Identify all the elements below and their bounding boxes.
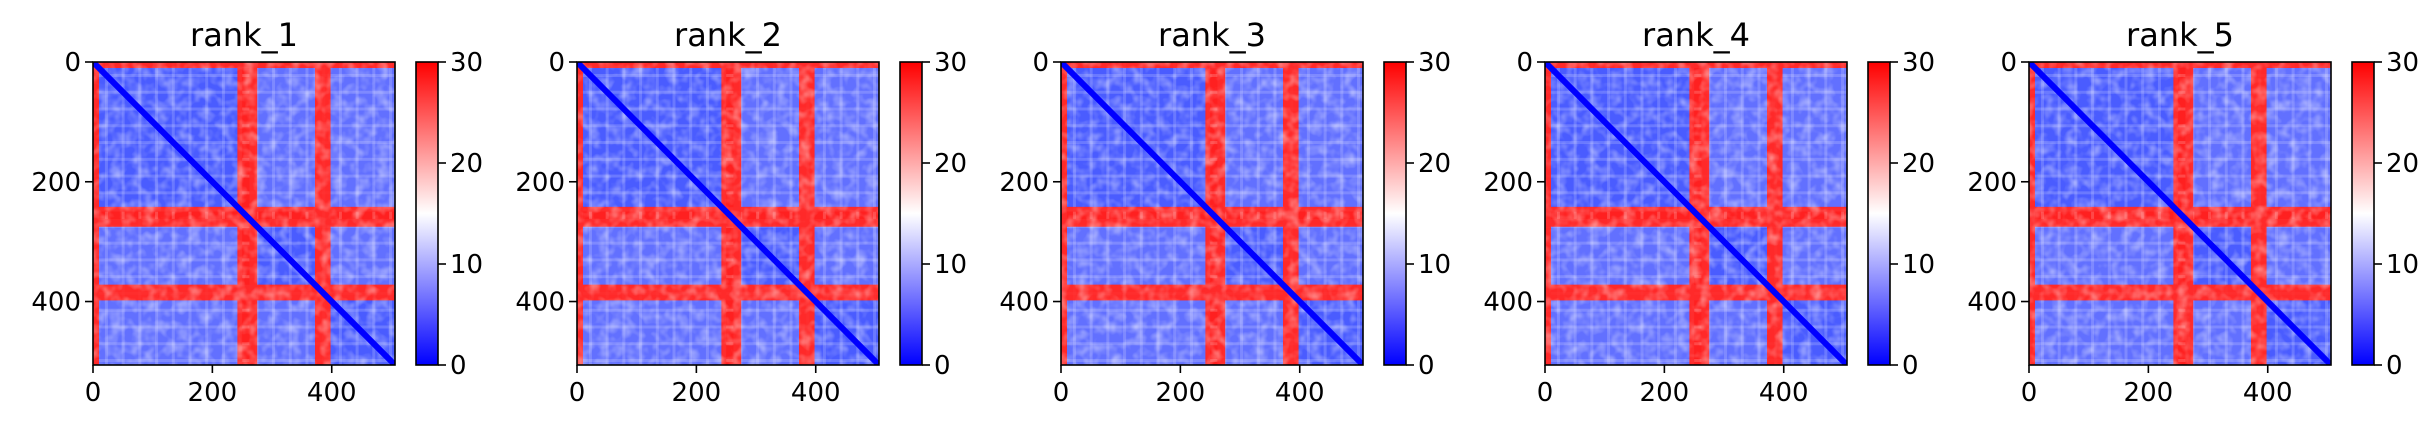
y-tick-label: 200: [999, 168, 1049, 198]
x-tick-label: 0: [1053, 378, 1070, 408]
colorbar-tick-label: 30: [1902, 48, 1935, 78]
y-tick-label: 400: [999, 288, 1049, 318]
y-tick-label: 400: [1483, 288, 1533, 318]
colorbar-tick-label: 10: [2386, 250, 2419, 280]
colorbar-tick-label: 10: [934, 250, 967, 280]
colorbar-tick-label: 0: [2386, 351, 2403, 381]
x-tick-label: 400: [791, 378, 841, 408]
y-tick-label: 0: [1516, 48, 1533, 78]
x-tick-label: 200: [188, 378, 238, 408]
colorbar-tick-label: 20: [2386, 149, 2419, 179]
x-tick-label: 0: [1537, 378, 1554, 408]
colorbar-tick-label: 20: [1418, 149, 1451, 179]
y-tick-label: 200: [515, 168, 565, 198]
colorbar: [1868, 62, 1890, 365]
chart-title: rank_4: [1642, 16, 1750, 54]
chart-title: rank_3: [1158, 16, 1266, 54]
x-tick-label: 0: [2021, 378, 2038, 408]
y-tick-label: 400: [1967, 288, 2017, 318]
heatmap-image: [1545, 62, 1847, 365]
subplot-4: rank_4 0 200 400 0 200 400 0 10 20 30: [1483, 16, 1935, 408]
colorbar-tick-label: 20: [934, 149, 967, 179]
colorbar-tick-label: 0: [1902, 351, 1919, 381]
colorbar-tick-label: 30: [2386, 48, 2419, 78]
x-tick-label: 200: [1640, 378, 1690, 408]
heatmap-image: [1061, 62, 1363, 365]
x-tick-label: 200: [1156, 378, 1206, 408]
subplot-5: rank_5 0 200 400 0 200 400 0 10 20 30: [1967, 16, 2419, 408]
chart-title: rank_5: [2126, 16, 2234, 54]
y-tick-label: 400: [515, 288, 565, 318]
x-tick-label: 200: [672, 378, 722, 408]
y-tick-label: 0: [1032, 48, 1049, 78]
x-tick-label: 0: [85, 378, 102, 408]
colorbar-tick-label: 20: [450, 149, 483, 179]
colorbar-tick-label: 0: [934, 351, 951, 381]
colorbar-tick-label: 10: [1902, 250, 1935, 280]
x-tick-label: 400: [1275, 378, 1325, 408]
y-tick-label: 200: [1483, 168, 1533, 198]
colorbar-tick-label: 10: [1418, 250, 1451, 280]
colorbar: [900, 62, 922, 365]
colorbar-tick-label: 0: [1418, 351, 1435, 381]
chart-title: rank_2: [674, 16, 782, 54]
colorbar: [416, 62, 438, 365]
heatmap-image: [577, 62, 879, 365]
y-tick-label: 0: [548, 48, 565, 78]
colorbar-tick-label: 20: [1902, 149, 1935, 179]
x-tick-label: 400: [1759, 378, 1809, 408]
x-tick-label: 0: [569, 378, 586, 408]
colorbar-tick-label: 30: [934, 48, 967, 78]
x-tick-label: 400: [307, 378, 357, 408]
y-tick-label: 200: [31, 168, 81, 198]
heatmap-image: [93, 62, 395, 365]
subplot-1: rank_1 0 200 400 0 200 400 0 10 20 30: [31, 16, 483, 408]
colorbar-tick-label: 10: [450, 250, 483, 280]
x-tick-label: 400: [2243, 378, 2293, 408]
colorbar-tick-label: 0: [450, 351, 467, 381]
colorbar-tick-label: 30: [450, 48, 483, 78]
x-tick-label: 200: [2124, 378, 2174, 408]
y-tick-label: 200: [1967, 168, 2017, 198]
y-tick-label: 0: [2000, 48, 2017, 78]
colorbar: [1384, 62, 1406, 365]
y-tick-label: 0: [64, 48, 81, 78]
chart-title: rank_1: [190, 16, 298, 54]
y-tick-label: 400: [31, 288, 81, 318]
colorbar: [2352, 62, 2374, 365]
colorbar-tick-label: 30: [1418, 48, 1451, 78]
subplot-3: rank_3 0 200 400 0 200 400 0 10 20 30: [999, 16, 1451, 408]
subplot-2: rank_2 0 200 400 0 200 400 0 10 20 30: [515, 16, 967, 408]
heatmap-image: [2029, 62, 2331, 365]
